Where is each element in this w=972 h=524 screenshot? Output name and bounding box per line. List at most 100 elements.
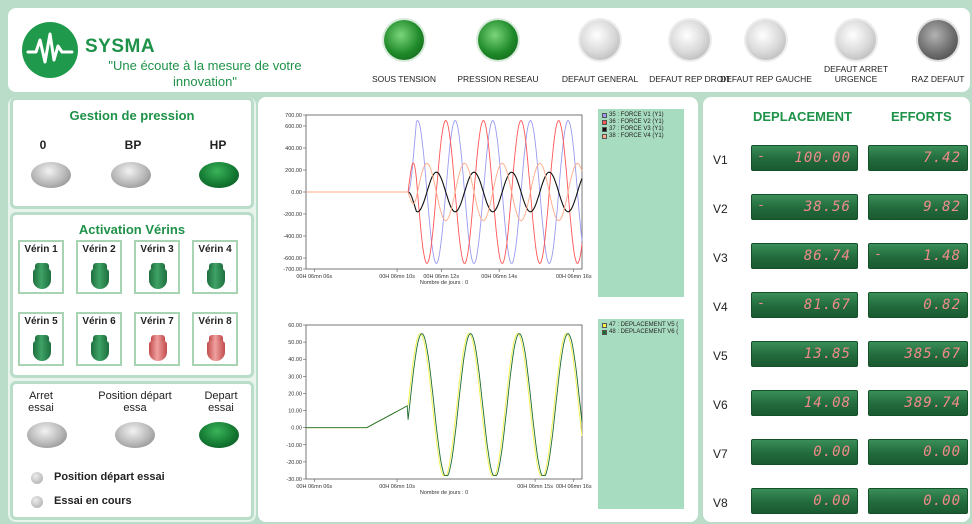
efforts-value: 0.00 <box>923 444 961 460</box>
legend-label: 37 : FORCE V3 (Y1) <box>609 126 664 132</box>
start-test-label: Depart essai <box>204 390 238 414</box>
legend-swatch <box>602 113 607 118</box>
y-tick-label: -600.00 <box>283 256 302 262</box>
efforts-display: - 1.48 <box>868 243 968 269</box>
displacement-chart-legend: 47 : DEPLACEMENT V5 ( 48 : DEPLACEMENT V… <box>598 319 684 509</box>
pressure-hp-button[interactable] <box>199 162 239 188</box>
verin-6-button[interactable]: Vérin 6 <box>76 312 122 366</box>
legend-item: 38 : FORCE V4 (Y1) <box>602 133 680 140</box>
raz-defaut-button[interactable]: RAZ DEFAUT <box>906 20 970 84</box>
pressure-0-button[interactable] <box>31 162 71 188</box>
efforts-display: 385.67 <box>868 341 968 367</box>
efforts-display: 389.74 <box>868 390 968 416</box>
displacement-chart: 60.00 50.00 40.00 30.00 20.00 10.00 0.00 -10.00… <box>272 319 600 509</box>
efforts-value: 7.42 <box>923 150 961 166</box>
series-line <box>306 162 583 222</box>
row-label: V5 <box>713 349 728 363</box>
efforts-display: 7.42 <box>868 145 968 171</box>
header-panel: SYSMA "Une écoute à la mesure de votre i… <box>8 8 970 92</box>
deplacement-value: 38.56 <box>803 199 851 215</box>
verin-label: Vérin 3 <box>140 244 174 255</box>
verin-3-button[interactable]: Vérin 3 <box>134 240 180 294</box>
stop-test-label: Arret essai <box>28 390 54 414</box>
y-tick-label: 200.00 <box>285 168 302 174</box>
y-tick-label: 0.00 <box>291 426 302 432</box>
verin-label: Vérin 7 <box>140 316 174 327</box>
row-label: V8 <box>713 496 728 510</box>
y-tick-label: -30.00 <box>286 477 302 483</box>
deplacement-sign: - <box>757 149 765 164</box>
pressure-0-label: 0 <box>39 138 47 152</box>
plot-area <box>305 324 583 480</box>
legend-item: 47 : DEPLACEMENT V5 ( <box>602 322 680 329</box>
verin-label: Vérin 8 <box>198 316 232 327</box>
verin-4-button[interactable]: Vérin 4 <box>192 240 238 294</box>
indicator-label: PRESSION RESEAU <box>457 74 539 84</box>
deplacement-value: 0.00 <box>813 493 851 509</box>
start-position-button[interactable] <box>115 422 155 448</box>
row-label: V6 <box>713 398 728 412</box>
row-label: V1 <box>713 153 728 167</box>
efforts-display: 9.82 <box>868 194 968 220</box>
force-chart: 700.00 600.00 400.00 200.00 0.00 -200.00 -400.… <box>272 109 600 299</box>
deplacement-value: 14.08 <box>803 395 851 411</box>
indicator-defaut-rep-gauche: DEFAUT REP GAUCHE <box>720 20 812 84</box>
verin-5-button[interactable]: Vérin 5 <box>18 312 64 366</box>
deplacement-display: - 38.56 <box>751 194 858 220</box>
indicator-label: DEFAUT REP DROIT <box>649 74 731 84</box>
deplacement-value: 0.00 <box>813 444 851 460</box>
cylinder-icon <box>91 263 109 291</box>
legend-item: 36 : FORCE V2 (Y1) <box>602 119 680 126</box>
efforts-sign: - <box>874 247 882 262</box>
sysma-logo <box>22 22 78 78</box>
test-section: Arret essai Position départ essa Depart … <box>10 381 254 520</box>
deplacement-sign: - <box>757 198 765 213</box>
verin-7-button[interactable]: Vérin 7 <box>134 312 180 366</box>
deplacement-display: - 81.67 <box>751 292 858 318</box>
efforts-display: 0.82 <box>868 292 968 318</box>
legend-label: 48 : DEPLACEMENT V6 ( <box>609 329 679 335</box>
y-tick-label: 20.00 <box>288 391 302 397</box>
indicator-label: DEFAUT GENERAL <box>561 74 639 84</box>
raz-defaut-lamp[interactable] <box>918 20 958 60</box>
y-tick-label: -20.00 <box>286 460 302 466</box>
legend-swatch <box>602 330 607 335</box>
row-label: V7 <box>713 447 728 461</box>
verin-2-button[interactable]: Vérin 2 <box>76 240 122 294</box>
y-tick-label: 0.00 <box>291 190 302 196</box>
x-tick-label: 00H 06mn 06s <box>296 484 332 490</box>
verin-8-button[interactable]: Vérin 8 <box>192 312 238 366</box>
efforts-value: 9.82 <box>923 199 961 215</box>
test-running-status: Essai en cours <box>54 495 132 507</box>
status-led <box>31 496 43 508</box>
brand-slogan: "Une écoute à la mesure de votre innovat… <box>108 58 302 89</box>
verin-label: Vérin 6 <box>82 316 116 327</box>
y-tick-label: 40.00 <box>288 357 302 363</box>
start-test-button[interactable] <box>199 422 239 448</box>
indicator-defaut-rep-droit: DEFAUT REP DROIT <box>644 20 736 84</box>
start-position-status: Position départ essai <box>54 471 165 483</box>
status-led <box>31 472 43 484</box>
efforts-value: 0.00 <box>923 493 961 509</box>
x-tick-label: 00H 06mn 10s <box>379 274 415 280</box>
verin-1-button[interactable]: Vérin 1 <box>18 240 64 294</box>
stop-test-button[interactable] <box>27 422 67 448</box>
x-tick-label: 00H 06mn 06s <box>296 274 332 280</box>
y-tick-label: 700.00 <box>285 113 302 119</box>
cylinder-icon <box>33 263 51 291</box>
legend-item: 48 : DEPLACEMENT V6 ( <box>602 329 680 336</box>
brand-name: SYSMA <box>85 36 156 57</box>
y-tick-label: 600.00 <box>285 124 302 130</box>
deplacement-value: 86.74 <box>803 248 851 264</box>
pressure-bp-button[interactable] <box>111 162 151 188</box>
legend-label: 38 : FORCE V4 (Y1) <box>609 133 664 139</box>
deplacement-value: 100.00 <box>794 150 851 166</box>
deplacement-display: 0.00 <box>751 439 858 465</box>
y-tick-label: -10.00 <box>286 443 302 449</box>
cylinder-icon <box>149 263 167 291</box>
legend-label: 35 : FORCE V1 (Y1) <box>609 112 664 118</box>
deplacement-display: 0.00 <box>751 488 858 514</box>
start-position-label: Position départ essa <box>98 390 172 414</box>
legend-item: 37 : FORCE V3 (Y1) <box>602 126 680 133</box>
pressure-hp-label: HP <box>209 138 227 152</box>
